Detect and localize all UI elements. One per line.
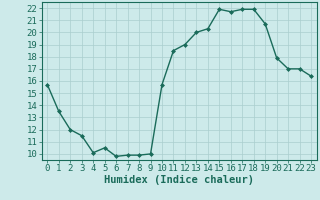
X-axis label: Humidex (Indice chaleur): Humidex (Indice chaleur) — [104, 175, 254, 185]
